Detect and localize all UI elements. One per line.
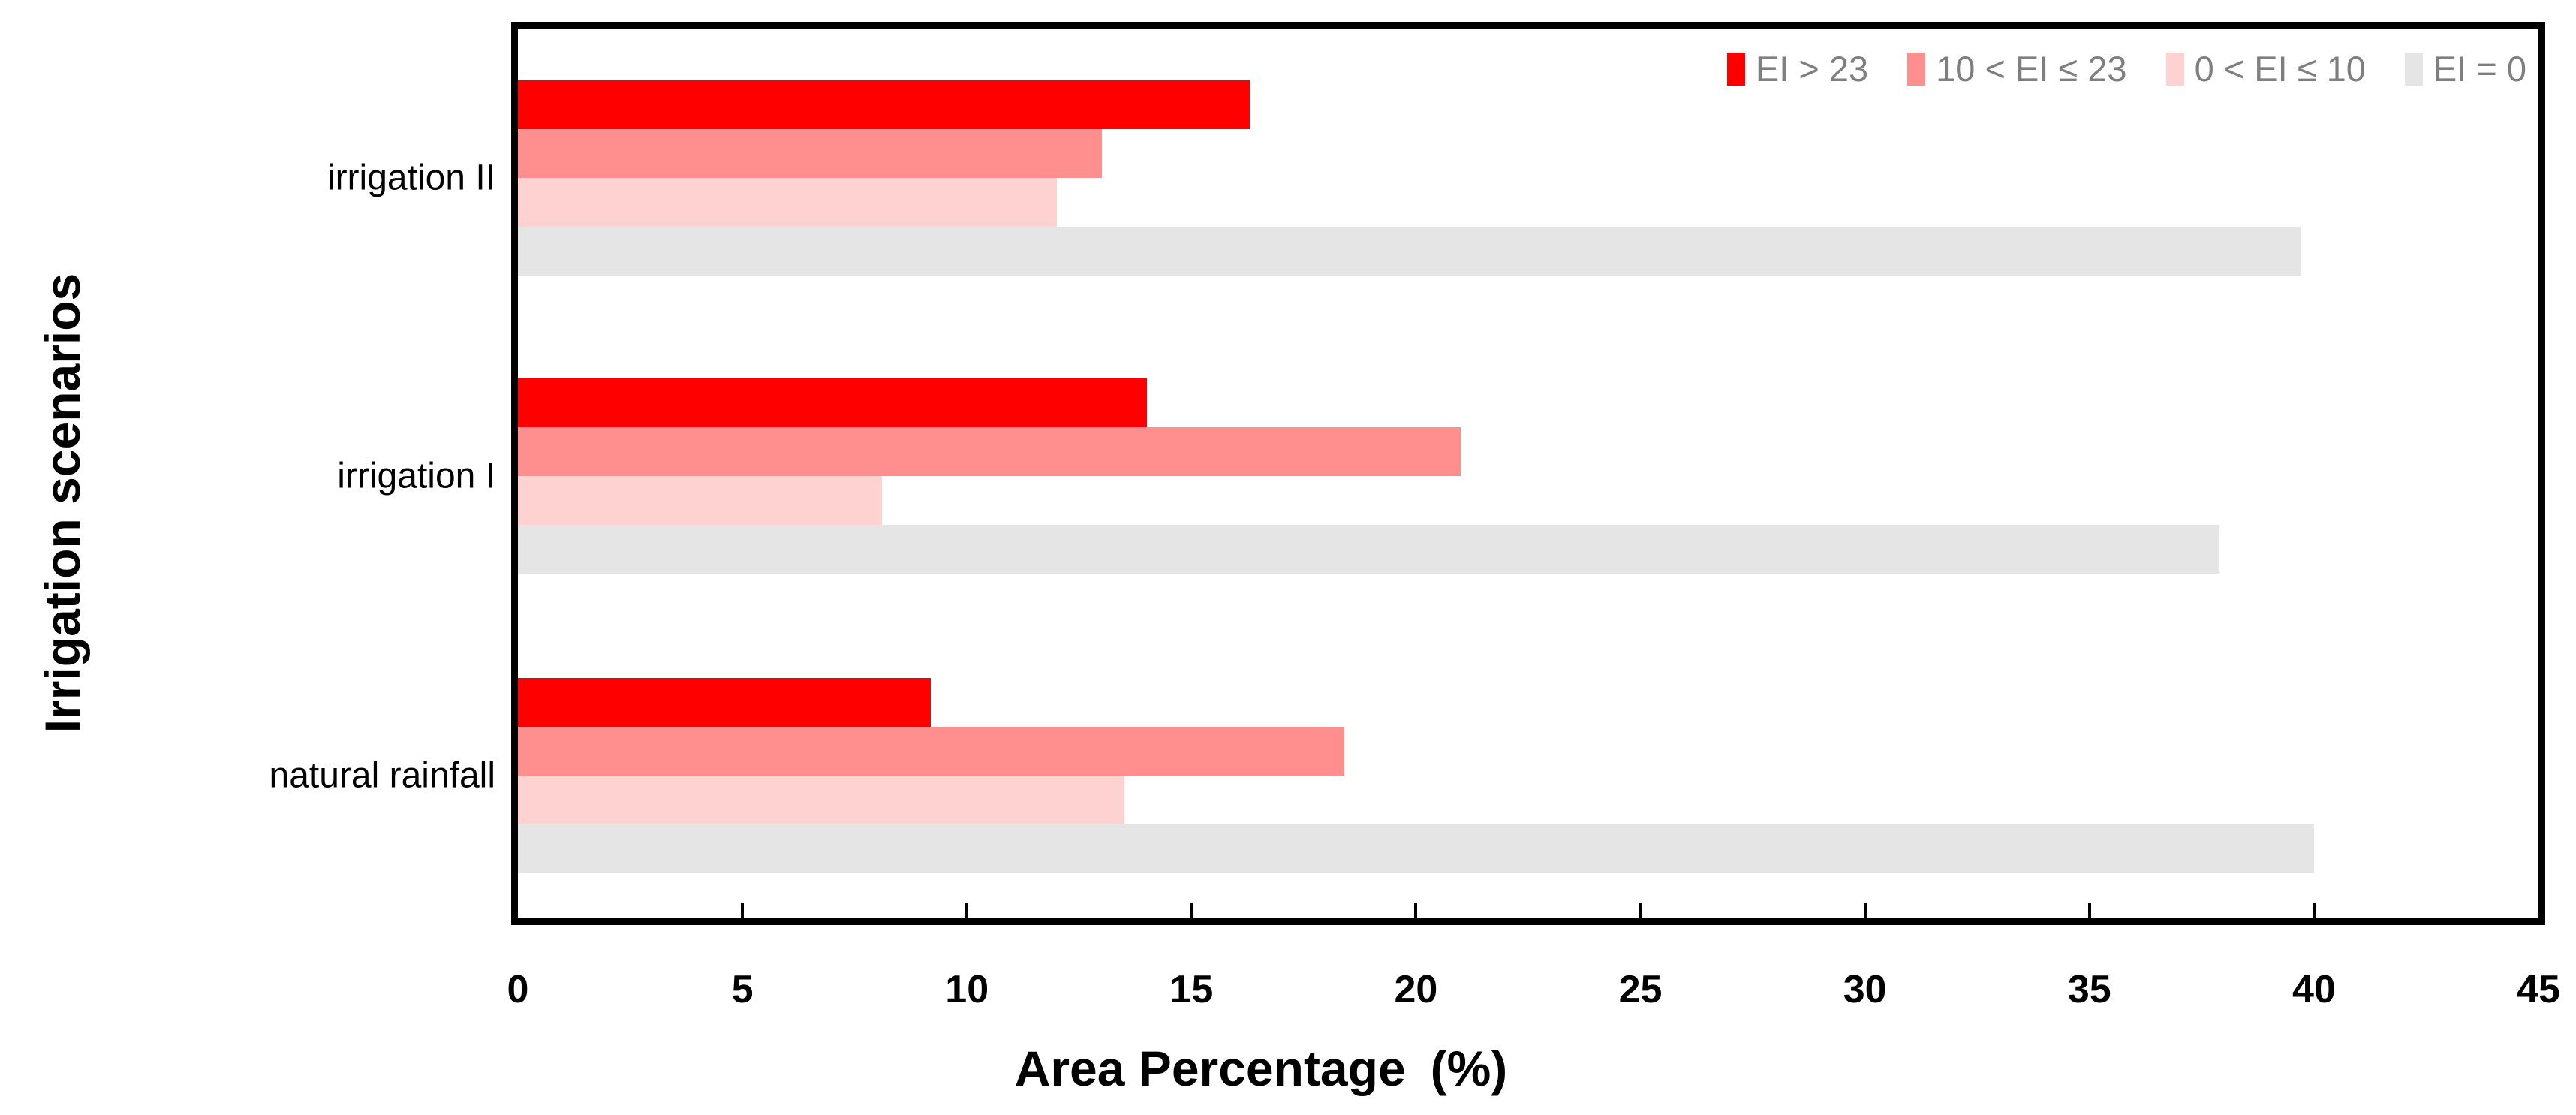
bar-natural-rainfall-series-1 [518, 727, 1344, 776]
x-axis-tick-10 [965, 903, 969, 918]
x-tick-label-0: 0 [507, 968, 529, 1011]
bar-irrigation-I-series-1 [518, 427, 1461, 476]
bar-irrigation-II-series-0 [518, 80, 1250, 129]
x-tick-label-25: 25 [1618, 968, 1663, 1011]
legend-item-0: EI > 23 [1726, 49, 1869, 89]
legend-label: 0 < EI ≤ 10 [2194, 49, 2366, 89]
plot-area: EI > 23 10 < EI ≤ 23 0 < EI ≤ 10 EI = 0 [511, 22, 2545, 925]
x-axis-tick-40 [2312, 903, 2316, 918]
bar-natural-rainfall-series-0 [518, 678, 931, 727]
x-tick-label-5: 5 [731, 968, 754, 1011]
legend-swatch-icon [2165, 52, 2184, 86]
bar-irrigation-I-series-2 [518, 476, 882, 525]
legend-swatch-icon [1726, 52, 1745, 86]
legend-swatch-icon [2404, 52, 2423, 86]
x-axis-tick-35 [2087, 903, 2091, 918]
x-axis-tick-20 [1414, 903, 1418, 918]
legend-swatch-icon [1907, 52, 1926, 86]
category-label-irrigation-II: irrigation II [327, 158, 495, 198]
legend-label: EI > 23 [1755, 49, 1869, 89]
x-tick-labels: 0 5 10 15 20 25 30 35 40 45 [507, 968, 2560, 1015]
x-tick-label-30: 30 [1843, 968, 1887, 1011]
x-tick-label-15: 15 [1169, 968, 1214, 1011]
x-tick-label-10: 10 [945, 968, 989, 1011]
x-axis-tick-15 [1190, 903, 1193, 918]
x-tick-label-40: 40 [2292, 968, 2336, 1011]
x-axis-tick-25 [1639, 903, 1642, 918]
x-axis-tick-5 [741, 903, 745, 918]
bar-irrigation-I-series-0 [518, 378, 1147, 427]
bar-irrigation-II-series-1 [518, 129, 1102, 178]
legend-label: 10 < EI ≤ 23 [1936, 49, 2127, 89]
bar-natural-rainfall-series-3 [518, 824, 2314, 873]
bar-irrigation-II-series-2 [518, 178, 1057, 227]
category-label-natural-rainfall: natural rainfall [269, 755, 496, 796]
bar-natural-rainfall-series-2 [518, 776, 1124, 824]
category-label-irrigation-I: irrigation I [337, 456, 495, 496]
x-axis-tick-30 [1863, 903, 1867, 918]
legend-item-3: EI = 0 [2404, 49, 2526, 89]
bar-irrigation-I-series-3 [518, 525, 2220, 574]
legend-item-2: 0 < EI ≤ 10 [2165, 49, 2366, 89]
legend: EI > 23 10 < EI ≤ 23 0 < EI ≤ 10 EI = 0 [1726, 49, 2526, 89]
plot-inner: EI > 23 10 < EI ≤ 23 0 < EI ≤ 10 EI = 0 [518, 29, 2538, 918]
x-tick-label-20: 20 [1394, 968, 1438, 1011]
y-axis-title: Irrigation scenarios [35, 273, 90, 734]
x-tick-label-35: 35 [2067, 968, 2111, 1011]
bar-irrigation-II-series-3 [518, 227, 2301, 276]
x-tick-label-45: 45 [2517, 968, 2560, 1011]
legend-label: EI = 0 [2433, 49, 2526, 89]
x-axis-title: Area Percentage (%) [1014, 1041, 1508, 1096]
legend-item-1: 10 < EI ≤ 23 [1907, 49, 2127, 89]
